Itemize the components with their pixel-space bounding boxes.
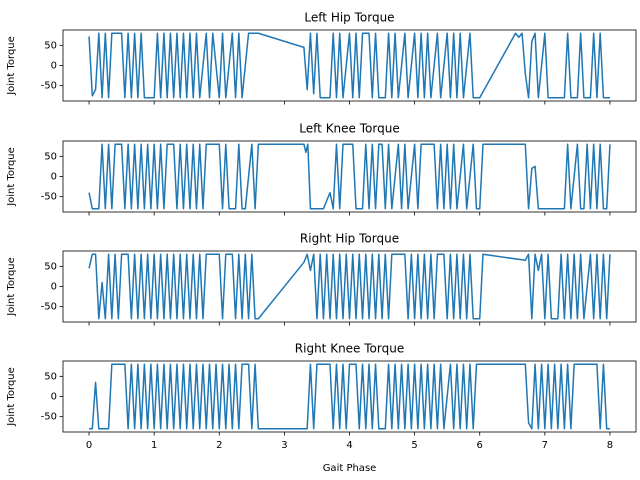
axes-frame — [62, 140, 637, 213]
x-tick-label: 0 — [86, 440, 92, 451]
y-tick-label: 50 — [44, 261, 57, 272]
axes-frame — [62, 29, 637, 102]
series-line — [89, 363, 610, 430]
series-line — [88, 143, 611, 210]
axes-frame — [62, 360, 637, 433]
y-tick-label: 0 — [51, 282, 57, 293]
subplot-title: Left Knee Torque — [299, 122, 399, 136]
series-line — [88, 253, 611, 320]
x-tick-label: 8 — [607, 440, 613, 451]
x-tick-label: 2 — [216, 440, 222, 451]
y-axis-label: Joint Torque — [6, 36, 17, 96]
y-tick-label: -50 — [41, 302, 57, 313]
y-tick-label: 0 — [51, 172, 57, 183]
y-tick-label: 50 — [44, 151, 57, 162]
subplot-title: Left Hip Torque — [304, 11, 394, 25]
y-axis-label: Joint Torque — [6, 367, 17, 427]
y-axis-label: Joint Torque — [6, 257, 17, 317]
subplot-title: Right Hip Torque — [300, 232, 399, 246]
x-tick-label: 6 — [477, 440, 483, 451]
y-tick-label: 50 — [44, 371, 57, 382]
y-tick-label: -50 — [41, 192, 57, 203]
x-axis-label: Gait Phase — [323, 463, 377, 474]
y-tick-label: 0 — [51, 61, 57, 72]
y-axis-label: Joint Torque — [6, 147, 17, 207]
x-tick-label: 3 — [281, 440, 287, 451]
x-tick-label: 5 — [411, 440, 417, 451]
subplot-title: Right Knee Torque — [295, 342, 404, 356]
y-tick-label: -50 — [41, 81, 57, 92]
x-tick-label: 4 — [346, 440, 352, 451]
y-tick-label: 50 — [44, 40, 57, 51]
series-line — [88, 32, 610, 99]
axes-frame — [62, 250, 637, 323]
x-tick-label: 1 — [151, 440, 157, 451]
y-tick-label: -50 — [41, 412, 57, 423]
x-tick-label: 7 — [542, 440, 548, 451]
y-tick-label: 0 — [51, 392, 57, 403]
